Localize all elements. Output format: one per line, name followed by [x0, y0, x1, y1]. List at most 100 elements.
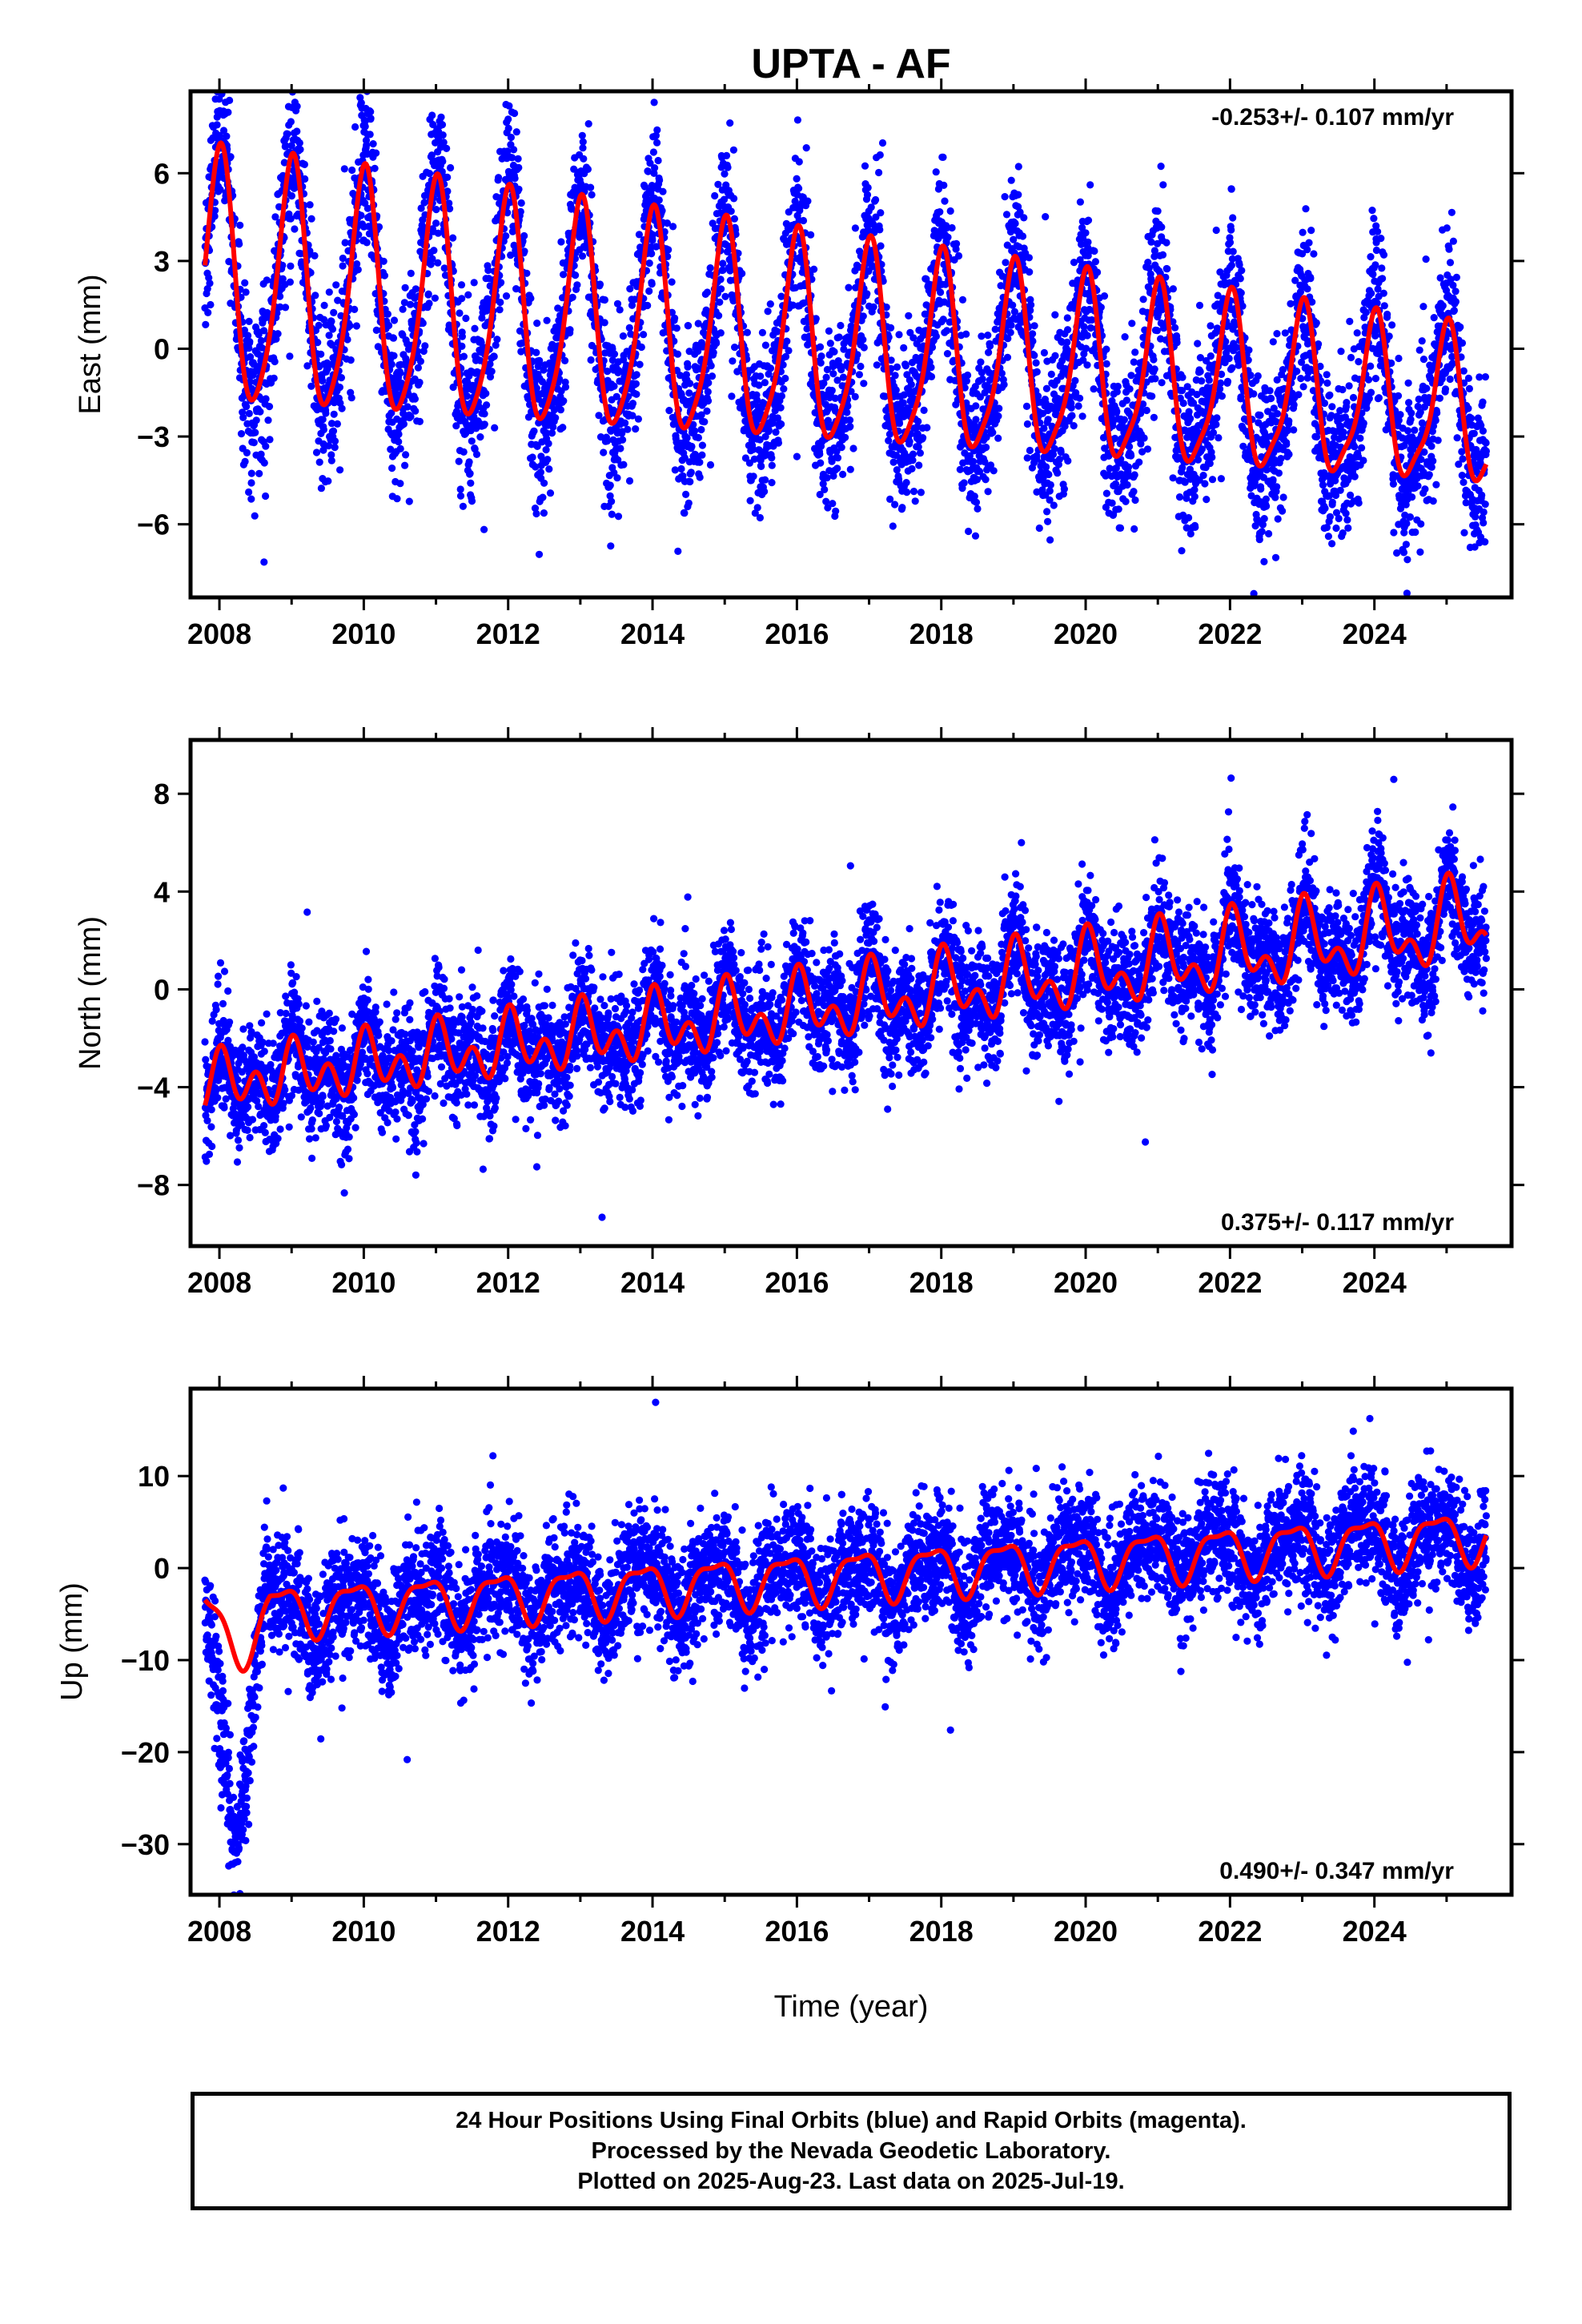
- east-data-point: [944, 233, 952, 241]
- east-data-point: [247, 469, 255, 477]
- east-data-point: [608, 510, 616, 518]
- east-data-point: [694, 433, 703, 442]
- east-data-point: [694, 347, 702, 356]
- east-data-point: [411, 395, 420, 403]
- east-data-point: [260, 327, 268, 335]
- east-data-point: [644, 167, 652, 175]
- east-data-point: [909, 456, 917, 464]
- east-data-point: [366, 131, 374, 139]
- east-data-point: [579, 144, 587, 152]
- east-data-point: [1238, 267, 1246, 275]
- east-data-point: [220, 68, 227, 75]
- east-data-point: [964, 371, 972, 380]
- east-data-point: [476, 433, 484, 441]
- east-data-point: [270, 374, 278, 382]
- east-data-point: [1051, 311, 1059, 319]
- east-data-point: [717, 275, 725, 283]
- east-data-point: [319, 376, 327, 385]
- east-data-point: [425, 300, 433, 308]
- east-data-point: [619, 332, 628, 340]
- east-data-point: [687, 468, 695, 476]
- east-data-point: [826, 340, 834, 348]
- east-data-point: [669, 223, 677, 231]
- east-data-point: [566, 326, 574, 334]
- east-data-point: [483, 401, 491, 409]
- east-data-point: [584, 120, 592, 128]
- east-data-point: [262, 492, 270, 501]
- east-data-point: [685, 499, 693, 507]
- east-data-point: [756, 436, 764, 444]
- east-data-point: [532, 463, 540, 471]
- east-data-point: [462, 314, 470, 323]
- east-data-point: [859, 336, 867, 344]
- east-data-point: [1186, 415, 1195, 423]
- east-data-point: [546, 489, 555, 497]
- east-data-point: [833, 448, 841, 456]
- east-data-point: [948, 223, 956, 232]
- east-data-point: [664, 252, 672, 260]
- east-data-point: [579, 138, 587, 146]
- east-data-point: [560, 397, 568, 405]
- east-data-point: [729, 146, 738, 154]
- east-data-point: [1212, 226, 1220, 235]
- east-data-point: [721, 170, 729, 178]
- east-data-point: [338, 404, 346, 412]
- east-data-point: [456, 309, 464, 317]
- east-data-point: [753, 396, 761, 404]
- east-data-point: [420, 199, 428, 207]
- east-data-point: [995, 404, 1003, 412]
- east-data-point: [1035, 524, 1043, 533]
- east-data-point: [1090, 247, 1098, 255]
- east-data-point: [875, 168, 883, 177]
- east-data-point: [347, 394, 355, 402]
- east-data-point: [973, 476, 982, 484]
- east-data-point: [1086, 181, 1094, 189]
- east-data-point: [837, 366, 845, 374]
- east-data-point: [892, 452, 901, 460]
- east-data-point: [829, 363, 837, 371]
- east-data-point: [213, 121, 221, 129]
- east-data-point: [621, 419, 629, 427]
- east-data-point: [900, 391, 908, 399]
- east-data-point: [361, 117, 369, 126]
- east-data-point: [1060, 485, 1068, 493]
- east-data-point: [640, 331, 648, 339]
- east-data-point: [347, 356, 355, 364]
- east-data-point: [312, 448, 321, 456]
- east-data-point: [240, 326, 248, 334]
- east-data-point: [1198, 377, 1206, 385]
- east-data-point: [645, 259, 653, 267]
- east-data-point: [1163, 265, 1171, 273]
- east-data-point: [644, 301, 652, 310]
- east-data-point: [863, 191, 872, 199]
- east-data-point: [768, 479, 776, 487]
- east-data-point: [1122, 396, 1130, 404]
- east-data-point: [751, 509, 759, 517]
- east-data-point: [833, 376, 841, 384]
- east-data-point: [1023, 420, 1031, 428]
- east-data-point: [651, 164, 659, 172]
- east-data-point: [293, 127, 301, 135]
- east-data-point: [354, 266, 362, 274]
- east-data-point: [853, 351, 861, 359]
- east-data-point: [374, 343, 382, 351]
- east-data-point: [817, 459, 825, 467]
- east-data-point: [898, 504, 906, 512]
- east-data-point: [517, 199, 525, 207]
- east-data-point: [1067, 404, 1075, 412]
- east-data-point: [396, 480, 404, 488]
- east-data-point: [472, 450, 481, 459]
- east-data-point: [1050, 501, 1058, 509]
- east-data-point: [393, 495, 401, 503]
- east-data-point: [716, 298, 724, 306]
- east-data-point: [791, 197, 799, 205]
- east-data-point: [455, 457, 463, 465]
- east-data-point: [928, 344, 937, 352]
- east-data-point: [722, 151, 731, 159]
- east-data-point: [244, 332, 252, 340]
- east-data-point: [761, 341, 770, 349]
- east-data-point: [250, 439, 258, 447]
- east-data-point: [1199, 472, 1207, 480]
- east-data-point: [1154, 207, 1162, 215]
- east-data-point: [697, 411, 705, 419]
